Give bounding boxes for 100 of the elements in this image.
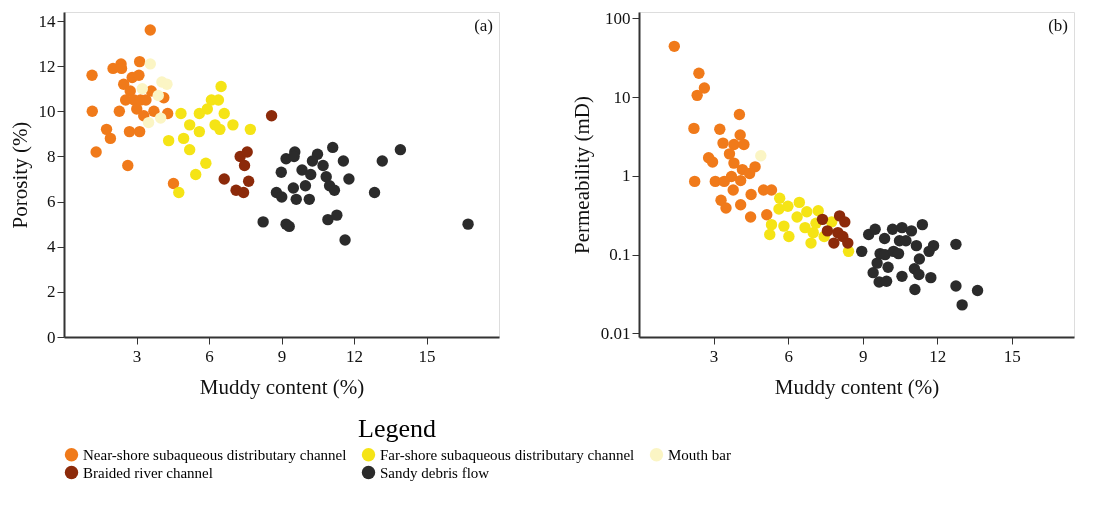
- point: [462, 218, 474, 230]
- x-tick-label: 15: [418, 346, 436, 366]
- point: [242, 175, 255, 187]
- point: [923, 245, 935, 258]
- point: [916, 218, 929, 231]
- point: [821, 225, 834, 237]
- point: [337, 155, 350, 167]
- point: [764, 228, 776, 241]
- point: [136, 83, 148, 95]
- point: [805, 237, 817, 249]
- point: [761, 209, 773, 221]
- point: [839, 216, 851, 228]
- point: [237, 186, 250, 199]
- y-tick-label: 1: [622, 166, 631, 186]
- chart-title: (b): [1048, 16, 1068, 35]
- point: [306, 155, 319, 167]
- point: [799, 221, 811, 234]
- y-tick-label: 12: [38, 56, 56, 76]
- point: [886, 223, 899, 235]
- point: [218, 173, 230, 185]
- y-tick-label: 4: [47, 237, 56, 257]
- point: [734, 129, 746, 141]
- point: [218, 107, 230, 120]
- point: [152, 89, 164, 102]
- point: [322, 213, 334, 226]
- point: [882, 261, 894, 273]
- point: [688, 175, 701, 188]
- x-tick-label: 3: [709, 346, 719, 366]
- y-tick-label: 8: [47, 146, 56, 166]
- y-tick-label: 6: [47, 192, 56, 212]
- point: [718, 175, 730, 188]
- point: [394, 143, 407, 156]
- point: [693, 67, 705, 79]
- point: [305, 168, 317, 181]
- y-tick-label: 14: [38, 11, 56, 31]
- y-tick-label: 0.1: [609, 245, 631, 265]
- point: [376, 155, 388, 167]
- point: [869, 223, 881, 235]
- y-tick-label: 10: [38, 101, 56, 121]
- y-tick-label: 10: [613, 87, 631, 107]
- point: [122, 159, 134, 172]
- point: [812, 205, 824, 217]
- legend-label: Far-shore subaqueous distributary channel: [380, 446, 635, 463]
- point: [133, 125, 146, 138]
- point: [745, 188, 757, 201]
- point: [193, 107, 206, 120]
- point: [161, 78, 173, 90]
- legend-label: Mouth bar: [668, 446, 731, 463]
- x-tick-label: 9: [858, 346, 868, 366]
- x-tick-label: 9: [277, 346, 287, 366]
- point: [905, 225, 918, 237]
- point: [86, 69, 98, 81]
- point: [723, 148, 736, 160]
- point: [123, 125, 136, 138]
- point: [856, 245, 868, 258]
- point: [287, 182, 300, 194]
- point: [793, 196, 806, 209]
- point: [828, 237, 840, 249]
- point: [148, 105, 160, 117]
- legend-label: Braided river channel: [83, 464, 213, 481]
- point: [782, 200, 794, 213]
- point: [144, 24, 156, 36]
- x-axis-title: Muddy content (%): [774, 374, 940, 399]
- y-axis-title: Permeability (mD): [569, 95, 594, 255]
- x-tick-label: 12: [929, 346, 947, 366]
- point: [871, 257, 883, 269]
- point: [90, 146, 102, 158]
- point: [734, 199, 747, 211]
- point: [734, 174, 747, 187]
- x-axis-title: Muddy content (%): [199, 374, 365, 399]
- point: [714, 123, 726, 135]
- point: [100, 123, 113, 136]
- point: [668, 40, 680, 53]
- point: [816, 213, 829, 226]
- point: [783, 230, 795, 243]
- y-tick-label: 2: [47, 282, 56, 302]
- point: [238, 159, 251, 172]
- point: [193, 125, 206, 138]
- point: [925, 271, 937, 284]
- y-tick-label: 0.01: [600, 323, 631, 343]
- point: [950, 280, 962, 292]
- point: [214, 123, 226, 136]
- point: [913, 253, 926, 265]
- point: [867, 266, 879, 279]
- chart-title: (a): [474, 16, 493, 35]
- point: [133, 69, 145, 81]
- point: [275, 166, 287, 178]
- point: [909, 283, 921, 296]
- point: [299, 180, 312, 192]
- point: [720, 202, 732, 214]
- point: [706, 156, 719, 168]
- point: [910, 239, 923, 252]
- legend-label: Sandy debris flow: [380, 464, 490, 481]
- point: [896, 270, 908, 283]
- point: [183, 119, 196, 131]
- point: [773, 192, 786, 204]
- point: [317, 159, 329, 172]
- point: [144, 58, 156, 70]
- x-tick-label: 3: [132, 346, 142, 366]
- x-tick-label: 6: [784, 346, 793, 366]
